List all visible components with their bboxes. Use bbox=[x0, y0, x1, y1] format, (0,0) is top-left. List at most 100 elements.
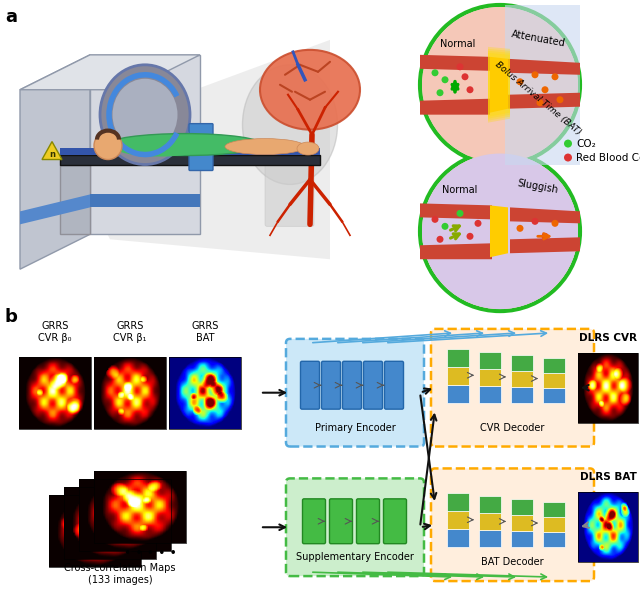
Circle shape bbox=[436, 236, 444, 243]
Text: DLRS CVR: DLRS CVR bbox=[579, 333, 637, 343]
Circle shape bbox=[467, 233, 474, 240]
Ellipse shape bbox=[225, 138, 305, 155]
Circle shape bbox=[552, 73, 559, 80]
Polygon shape bbox=[488, 49, 510, 120]
FancyBboxPatch shape bbox=[447, 494, 469, 511]
Circle shape bbox=[431, 216, 438, 223]
FancyBboxPatch shape bbox=[286, 339, 424, 447]
Circle shape bbox=[436, 89, 444, 96]
FancyBboxPatch shape bbox=[511, 371, 533, 386]
Circle shape bbox=[420, 5, 580, 164]
Circle shape bbox=[456, 210, 463, 217]
Circle shape bbox=[467, 86, 474, 93]
Circle shape bbox=[94, 132, 122, 160]
Text: Red Blood Cell: Red Blood Cell bbox=[576, 152, 640, 163]
Polygon shape bbox=[490, 57, 508, 113]
FancyBboxPatch shape bbox=[479, 514, 501, 530]
Text: Supplementary Encoder: Supplementary Encoder bbox=[296, 552, 414, 562]
Ellipse shape bbox=[100, 65, 190, 164]
Circle shape bbox=[461, 73, 468, 80]
FancyBboxPatch shape bbox=[447, 529, 469, 547]
Circle shape bbox=[442, 223, 449, 230]
Polygon shape bbox=[60, 40, 330, 259]
FancyBboxPatch shape bbox=[431, 329, 594, 447]
Text: BAT Decoder: BAT Decoder bbox=[481, 557, 544, 567]
FancyBboxPatch shape bbox=[383, 499, 406, 544]
FancyBboxPatch shape bbox=[543, 502, 565, 517]
Polygon shape bbox=[488, 47, 510, 123]
FancyBboxPatch shape bbox=[94, 357, 166, 429]
Polygon shape bbox=[42, 141, 62, 160]
Polygon shape bbox=[60, 164, 90, 234]
Circle shape bbox=[422, 7, 578, 163]
Text: a: a bbox=[5, 8, 17, 26]
Circle shape bbox=[564, 140, 572, 147]
FancyBboxPatch shape bbox=[342, 361, 362, 409]
Circle shape bbox=[564, 154, 572, 161]
FancyBboxPatch shape bbox=[511, 515, 533, 531]
Polygon shape bbox=[508, 59, 580, 75]
Polygon shape bbox=[490, 205, 508, 257]
Circle shape bbox=[422, 154, 578, 309]
Ellipse shape bbox=[113, 79, 177, 150]
Circle shape bbox=[420, 152, 580, 311]
FancyBboxPatch shape bbox=[447, 367, 469, 385]
FancyBboxPatch shape bbox=[479, 369, 501, 386]
Text: Bolus Arrival Time (BAT): Bolus Arrival Time (BAT) bbox=[493, 60, 582, 137]
Text: b: b bbox=[5, 308, 18, 326]
FancyBboxPatch shape bbox=[543, 532, 565, 547]
FancyBboxPatch shape bbox=[364, 361, 383, 409]
Polygon shape bbox=[488, 53, 510, 117]
Polygon shape bbox=[510, 237, 580, 253]
Ellipse shape bbox=[297, 142, 319, 155]
FancyBboxPatch shape bbox=[321, 361, 340, 409]
Text: GRRS
CVR β₀: GRRS CVR β₀ bbox=[38, 321, 72, 343]
Circle shape bbox=[516, 78, 524, 85]
Text: Attenuated: Attenuated bbox=[510, 29, 566, 49]
Polygon shape bbox=[20, 194, 90, 225]
Ellipse shape bbox=[243, 65, 337, 184]
Ellipse shape bbox=[108, 134, 262, 155]
Circle shape bbox=[531, 218, 538, 225]
FancyBboxPatch shape bbox=[511, 531, 533, 547]
Polygon shape bbox=[505, 5, 580, 164]
FancyBboxPatch shape bbox=[479, 530, 501, 547]
Text: Normal: Normal bbox=[440, 39, 476, 49]
Circle shape bbox=[536, 99, 543, 106]
Text: GRRS
CVR β₁: GRRS CVR β₁ bbox=[113, 321, 147, 343]
FancyBboxPatch shape bbox=[303, 499, 326, 544]
FancyBboxPatch shape bbox=[479, 386, 501, 403]
Circle shape bbox=[531, 71, 538, 78]
FancyBboxPatch shape bbox=[49, 495, 141, 567]
FancyBboxPatch shape bbox=[79, 479, 171, 551]
FancyBboxPatch shape bbox=[447, 385, 469, 403]
FancyBboxPatch shape bbox=[511, 499, 533, 515]
Circle shape bbox=[557, 96, 563, 103]
Polygon shape bbox=[90, 55, 200, 234]
FancyBboxPatch shape bbox=[543, 358, 565, 373]
FancyBboxPatch shape bbox=[19, 357, 91, 429]
Circle shape bbox=[431, 69, 438, 76]
FancyBboxPatch shape bbox=[578, 353, 638, 423]
Polygon shape bbox=[60, 155, 320, 164]
FancyBboxPatch shape bbox=[479, 497, 501, 514]
Circle shape bbox=[442, 76, 449, 83]
Polygon shape bbox=[90, 194, 200, 207]
FancyBboxPatch shape bbox=[286, 479, 424, 576]
FancyBboxPatch shape bbox=[385, 361, 403, 409]
Polygon shape bbox=[420, 99, 490, 114]
FancyBboxPatch shape bbox=[511, 355, 533, 371]
Circle shape bbox=[422, 154, 578, 309]
Text: CO₂: CO₂ bbox=[576, 138, 596, 149]
FancyBboxPatch shape bbox=[169, 357, 241, 429]
Polygon shape bbox=[20, 55, 200, 90]
Polygon shape bbox=[20, 55, 90, 269]
FancyBboxPatch shape bbox=[64, 488, 156, 559]
Text: • • • • •: • • • • • bbox=[124, 547, 177, 560]
FancyBboxPatch shape bbox=[479, 352, 501, 369]
Text: Normal: Normal bbox=[442, 185, 477, 196]
FancyBboxPatch shape bbox=[543, 388, 565, 403]
Text: Primary Encoder: Primary Encoder bbox=[315, 423, 396, 433]
Polygon shape bbox=[420, 55, 490, 71]
FancyBboxPatch shape bbox=[447, 349, 469, 367]
